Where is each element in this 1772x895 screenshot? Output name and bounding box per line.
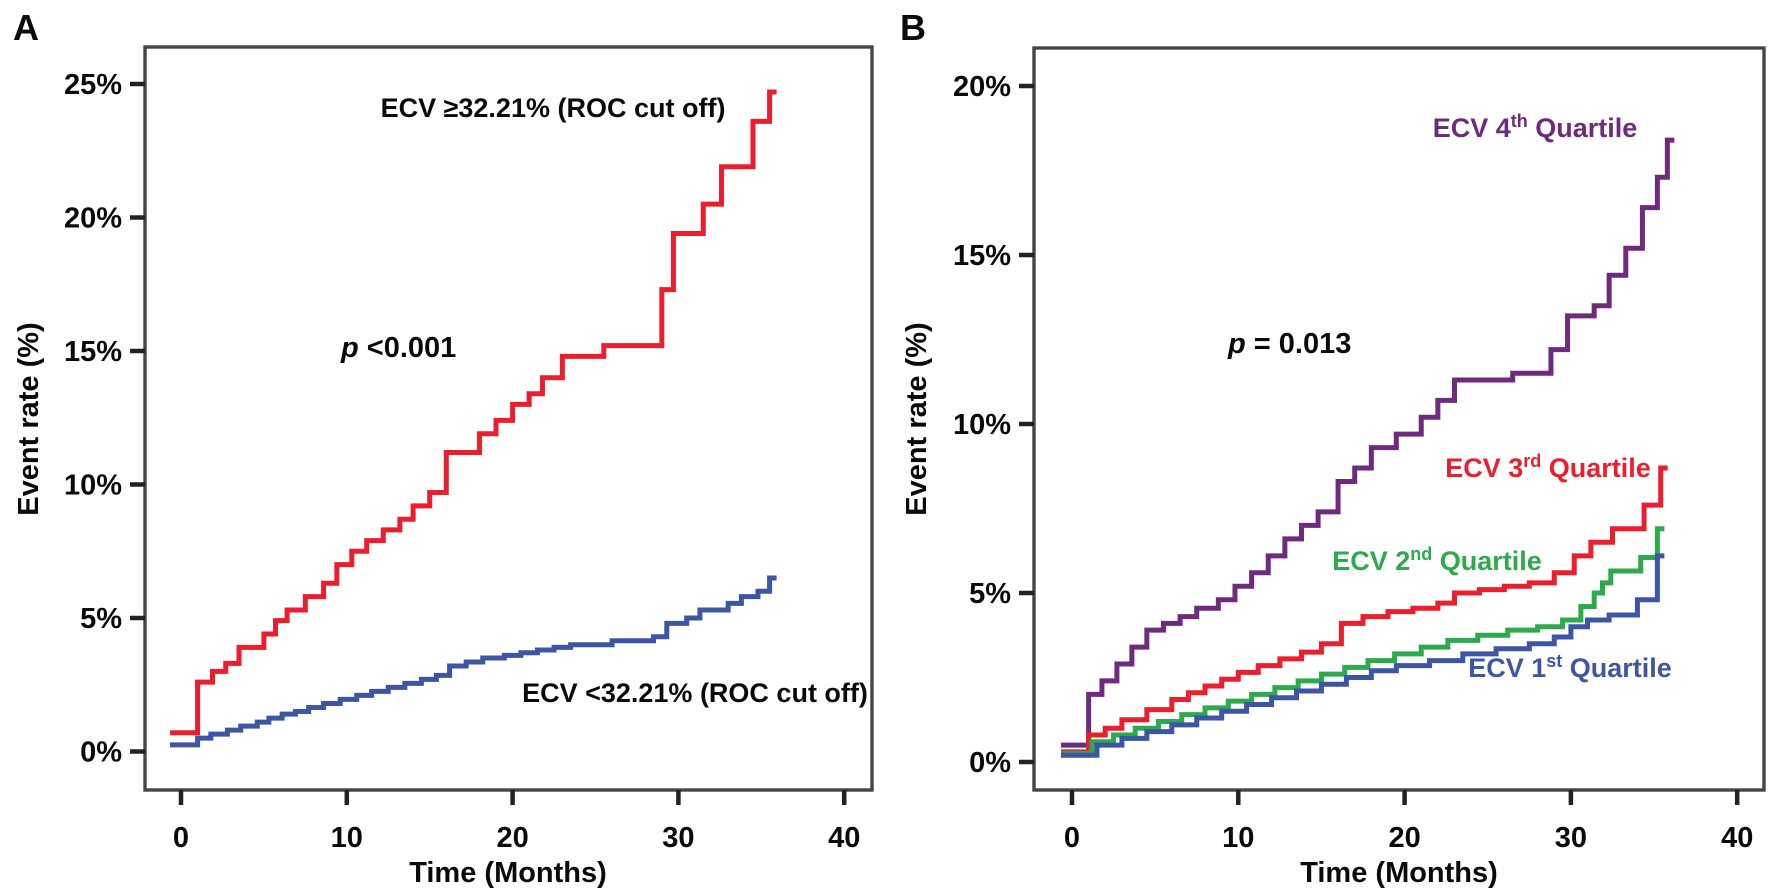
panel-a-curve-0 bbox=[170, 89, 777, 736]
panel-b-curve-0 bbox=[1061, 137, 1675, 748]
q4-label-post: Quartile bbox=[1528, 113, 1638, 143]
panel-b-xtick-label-30: 30 bbox=[1555, 822, 1587, 854]
panel-b-xtick-label-40: 40 bbox=[1721, 822, 1753, 854]
panel-b-ytick-label-20: 20% bbox=[953, 71, 1011, 103]
panel-b-ytick-label-15: 15% bbox=[953, 240, 1011, 272]
panel-b-ytick-label-0: 0% bbox=[969, 747, 1011, 779]
panel-b-p-value: p = 0.013 bbox=[1227, 328, 1351, 360]
panel-b-p-italic: p bbox=[1227, 328, 1246, 360]
panel-b-curve-3 bbox=[1061, 553, 1665, 758]
panel-a-x-axis-title: Time (Months) bbox=[409, 857, 607, 889]
panel-a-ytick-label-25: 25% bbox=[64, 69, 122, 101]
panel-b-ytick-label-10: 10% bbox=[953, 409, 1011, 441]
panel-a-ytick-label-5: 5% bbox=[80, 603, 122, 635]
panel-a-curves bbox=[170, 89, 777, 748]
q3-label-pre: ECV 3 bbox=[1445, 453, 1523, 483]
panel-a-curve-1 bbox=[170, 575, 777, 748]
panel-b-xtick-label-10: 10 bbox=[1222, 822, 1254, 854]
panel-a-xtick-label-30: 30 bbox=[662, 822, 694, 854]
panel-a-ticks: 0% 5% 10% 15% 20% 25% 0 10 20 30 40 bbox=[64, 69, 860, 854]
panel-a-xtick-label-20: 20 bbox=[496, 822, 528, 854]
q3-label-sup: rd bbox=[1523, 451, 1541, 471]
panel-a-xtick-label-10: 10 bbox=[331, 822, 363, 854]
panel-b-curves bbox=[1061, 137, 1675, 758]
panel-a-p-rest: <0.001 bbox=[359, 332, 457, 364]
panel-b-xtick-label-0: 0 bbox=[1064, 822, 1080, 854]
q3-label-post: Quartile bbox=[1541, 453, 1651, 483]
panel-b-p-rest: = 0.013 bbox=[1246, 328, 1352, 360]
panel-a-ytick-label-10: 10% bbox=[64, 470, 122, 502]
panel-b-curve-2 bbox=[1061, 526, 1665, 757]
panel-a-xtick-label-0: 0 bbox=[173, 822, 189, 854]
panel-a-ytick-label-15: 15% bbox=[64, 336, 122, 368]
panel-b-xtick-label-20: 20 bbox=[1388, 822, 1420, 854]
panel-a-series-label-ecv-high: ECV ≥32.21% (ROC cut off) bbox=[381, 93, 726, 123]
panel-b-plot-border bbox=[1032, 46, 1766, 792]
panel-a-ytick-label-0: 0% bbox=[80, 737, 122, 769]
panel-b-curve-1 bbox=[1061, 465, 1668, 755]
q1-label-post: Quartile bbox=[1562, 653, 1672, 683]
panel-b-ticks: 0% 5% 10% 15% 20% 0 10 20 30 40 bbox=[953, 71, 1753, 854]
panel-a-p-value: p <0.001 bbox=[340, 332, 456, 364]
panel-a-letter: A bbox=[13, 7, 39, 48]
panel-b-x-axis-title: Time (Months) bbox=[1300, 857, 1498, 889]
panel-b-series-label-q4: ECV 4th Quartile bbox=[1433, 111, 1638, 143]
panel-a-xtick-label-40: 40 bbox=[828, 822, 860, 854]
panel-a-series-label-ecv-low: ECV <32.21% (ROC cut off) bbox=[522, 678, 868, 708]
q4-label-sup: th bbox=[1511, 111, 1528, 131]
q2-label-sup: nd bbox=[1410, 544, 1432, 564]
panel-b-letter: B bbox=[900, 7, 926, 48]
q2-label-pre: ECV 2 bbox=[1332, 546, 1410, 576]
panel-b-y-axis-title: Event rate (%) bbox=[901, 322, 933, 515]
q1-label-pre: ECV 1 bbox=[1468, 653, 1546, 683]
panel-b-series-label-q1: ECV 1st Quartile bbox=[1468, 651, 1672, 683]
panel-a: A Event rate (%) 0% 5% 10% 15% 20% 25% 0 10 20 30… bbox=[13, 7, 874, 889]
panel-a-ytick-label-20: 20% bbox=[64, 203, 122, 235]
panel-a-plot-border bbox=[143, 45, 874, 792]
panel-b-series-label-q2: ECV 2nd Quartile bbox=[1332, 544, 1542, 576]
panel-a-y-axis-title: Event rate (%) bbox=[13, 322, 45, 515]
panel-a-p-italic: p bbox=[340, 332, 359, 364]
q4-label-pre: ECV 4 bbox=[1433, 113, 1511, 143]
q1-label-sup: st bbox=[1546, 651, 1562, 671]
panel-b-series-label-q3: ECV 3rd Quartile bbox=[1445, 451, 1651, 483]
panel-b-ytick-label-5: 5% bbox=[969, 578, 1011, 610]
panel-b: B Event rate (%) 0%5%10%15%20%0 10 20 30 40 … bbox=[900, 7, 1766, 889]
q2-label-post: Quartile bbox=[1432, 546, 1542, 576]
